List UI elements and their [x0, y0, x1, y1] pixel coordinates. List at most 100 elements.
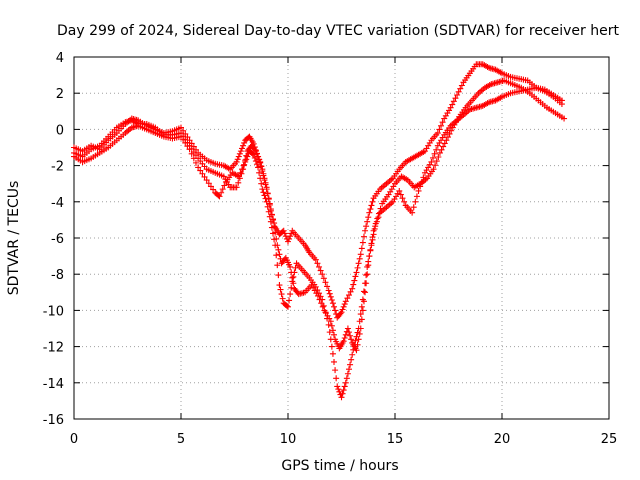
data-point-marker	[314, 260, 321, 267]
data-point-marker	[443, 137, 450, 144]
data-point-marker	[283, 302, 290, 309]
data-point-marker	[347, 288, 354, 295]
data-point-marker	[280, 227, 287, 234]
data-point-marker	[363, 272, 370, 279]
data-point-marker	[180, 133, 187, 140]
data-point-marker	[341, 383, 348, 390]
y-tick-label: -8	[51, 268, 64, 283]
data-point-marker	[420, 174, 427, 181]
y-axis-label: SDTVAR / TECUs	[6, 181, 22, 296]
data-point-marker	[260, 189, 267, 196]
data-point-marker	[263, 198, 270, 205]
data-point-marker	[342, 298, 349, 305]
data-point-marker	[324, 283, 331, 290]
data-point-marker	[449, 101, 456, 108]
data-point-marker	[273, 252, 280, 259]
data-point-marker	[446, 130, 453, 137]
data-series	[71, 61, 568, 401]
y-tick-label: -16	[43, 413, 64, 428]
data-point-marker	[345, 366, 352, 373]
data-point-marker	[252, 158, 259, 165]
data-point-marker	[331, 331, 338, 338]
data-point-marker	[360, 298, 367, 305]
data-point-marker	[338, 394, 345, 401]
data-point-marker	[360, 288, 367, 295]
data-point-marker	[355, 260, 362, 267]
data-point-marker	[276, 251, 283, 258]
data-point-marker	[429, 154, 436, 161]
data-point-marker	[372, 223, 379, 230]
data-point-marker	[370, 227, 377, 234]
data-point-marker	[319, 271, 326, 278]
data-point-marker	[418, 178, 425, 185]
series-2	[71, 77, 568, 401]
data-point-marker	[447, 104, 454, 111]
data-point-marker	[207, 183, 214, 190]
data-point-marker	[329, 327, 336, 334]
data-point-marker	[332, 367, 339, 374]
data-point-marker	[285, 238, 291, 245]
y-axis-ticks: 4 2 0 -2 -4 -6 -8 -10 -12 -14 -16	[43, 51, 609, 428]
series-3	[71, 84, 565, 354]
data-point-marker	[347, 332, 354, 339]
data-point-marker	[367, 206, 374, 213]
data-point-marker	[288, 269, 295, 276]
data-point-marker	[192, 159, 199, 166]
y-tick-label: 0	[56, 123, 64, 138]
data-point-marker	[270, 216, 277, 223]
data-point-marker	[251, 154, 258, 161]
data-point-marker	[413, 193, 420, 200]
data-point-marker	[452, 95, 459, 102]
data-point-marker	[357, 325, 364, 332]
data-point-marker	[250, 151, 257, 158]
data-point-marker	[290, 280, 297, 287]
y-tick-label: -10	[43, 304, 64, 319]
data-point-marker	[336, 388, 343, 395]
data-point-marker	[322, 279, 329, 286]
data-point-marker	[266, 200, 273, 207]
data-point-marker	[341, 301, 348, 308]
data-point-marker	[201, 173, 208, 180]
data-point-marker	[436, 149, 443, 156]
data-point-marker	[435, 154, 442, 161]
data-point-marker	[363, 280, 370, 287]
data-point-marker	[241, 139, 248, 146]
data-point-marker	[434, 130, 441, 137]
y-tick-label: 4	[56, 51, 64, 66]
data-point-marker	[244, 153, 251, 160]
data-point-marker	[340, 303, 347, 310]
data-point-marker	[178, 130, 184, 137]
data-point-marker	[329, 300, 336, 307]
y-tick-label: -4	[51, 196, 64, 211]
data-point-marker	[355, 336, 362, 343]
data-point-marker	[263, 186, 270, 193]
data-point-marker	[342, 379, 349, 386]
data-point-marker	[335, 386, 342, 393]
data-point-marker	[271, 223, 278, 230]
data-point-marker	[344, 370, 351, 377]
data-point-marker	[253, 150, 260, 157]
chart-title: Day 299 of 2024, Sidereal Day-to-day VTE…	[57, 23, 619, 39]
data-point-marker	[320, 275, 327, 282]
data-point-marker	[197, 167, 204, 174]
data-point-marker	[278, 291, 285, 298]
data-point-marker	[205, 180, 212, 187]
data-point-marker	[344, 325, 351, 332]
data-point-marker	[450, 98, 457, 105]
data-point-marker	[354, 341, 361, 348]
data-point-marker	[430, 166, 437, 173]
data-point-marker	[255, 153, 262, 160]
data-point-marker	[264, 203, 271, 210]
data-point-marker	[359, 239, 366, 246]
data-point-marker	[240, 166, 247, 173]
data-point-marker	[375, 214, 382, 221]
data-point-marker	[368, 240, 375, 247]
data-point-marker	[257, 158, 264, 165]
data-point-marker	[233, 184, 240, 191]
data-point-marker	[340, 338, 347, 345]
data-point-marker	[236, 175, 243, 182]
data-point-marker	[357, 311, 364, 318]
data-point-marker	[365, 214, 372, 221]
data-point-marker	[258, 163, 265, 170]
